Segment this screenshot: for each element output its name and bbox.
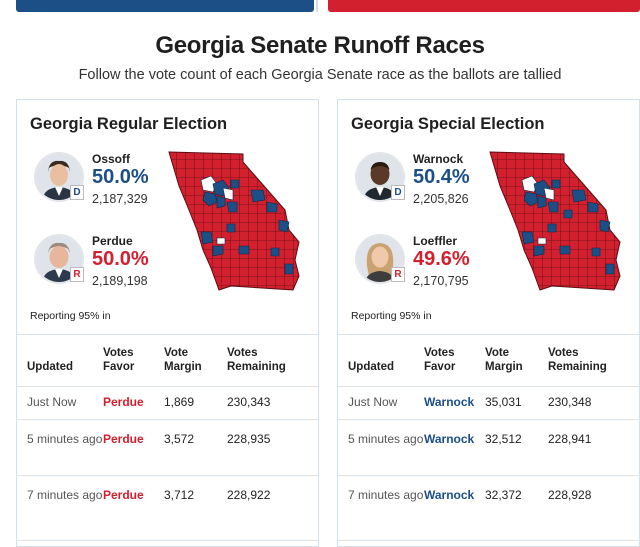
candidate-votes: 2,205,826 (413, 192, 469, 206)
candidate-name: Loeffler (413, 234, 458, 248)
share-divider (316, 0, 326, 12)
page-title: Georgia Senate Runoff Races (155, 32, 485, 59)
divider (17, 334, 318, 335)
reporting-status: Reporting 95% in (351, 310, 432, 322)
republican-share-bar (328, 0, 640, 12)
candidate-percent: 50.0% (92, 166, 149, 188)
cell-remaining: 228,922 (227, 488, 271, 502)
table-header: Updated Votes Favor Vote Margin Votes Re… (338, 346, 639, 382)
candidate-name: Perdue (92, 234, 133, 248)
candidate-warnock: D Warnock 50.4% 2,205,826 (355, 152, 505, 212)
divider (338, 334, 639, 335)
portrait-icon (34, 234, 84, 284)
cell-favor: Warnock (424, 432, 475, 446)
divider (338, 419, 639, 420)
candidate-name: Warnock (413, 152, 464, 166)
header-votes-remaining: Votes Remaining (548, 347, 607, 373)
cell-favor: Warnock (424, 488, 475, 502)
header-updated: Updated (27, 361, 73, 373)
portrait-icon (34, 152, 84, 202)
cell-updated: 5 minutes ago (348, 432, 424, 446)
cell-favor: Warnock (424, 395, 475, 409)
party-badge: D (391, 185, 405, 200)
candidate-loeffler: R Loeffler 49.6% 2,170,795 (355, 234, 505, 294)
race-title: Georgia Regular Election (30, 115, 228, 133)
candidate-percent: 49.6% (413, 248, 470, 270)
candidate-percent: 50.0% (92, 248, 149, 270)
cell-margin: 3,712 (164, 488, 195, 502)
cell-updated: 7 minutes ago (348, 488, 424, 502)
race-card-regular: Georgia Regular Election D Ossoff 50.0% … (16, 99, 319, 547)
cell-remaining: 228,928 (548, 488, 592, 502)
cell-remaining: 230,348 (548, 395, 592, 409)
divider (338, 386, 639, 387)
cell-margin: 35,031 (485, 395, 522, 409)
county-map (488, 150, 630, 292)
cell-margin: 3,572 (164, 432, 195, 446)
party-badge: R (391, 267, 405, 282)
header-votes-favor: Votes Favor (424, 347, 456, 373)
divider (17, 475, 318, 476)
county-map (167, 150, 309, 292)
candidate-votes: 2,187,329 (92, 192, 148, 206)
header-vote-margin: Vote Margin (164, 347, 202, 373)
cell-updated: 7 minutes ago (27, 488, 103, 502)
cell-margin: 1,869 (164, 395, 195, 409)
header-updated: Updated (348, 361, 394, 373)
cell-updated: 5 minutes ago (27, 432, 103, 446)
party-badge: D (70, 185, 84, 200)
cell-updated: Just Now (27, 395, 77, 409)
divider (338, 475, 639, 476)
divider (17, 540, 318, 541)
divider (338, 540, 639, 541)
table-header: Updated Votes Favor Vote Margin Votes Re… (17, 346, 318, 382)
cell-remaining: 230,343 (227, 395, 271, 409)
race-title: Georgia Special Election (351, 115, 545, 133)
democrat-share-bar (16, 0, 314, 12)
cell-margin: 32,512 (485, 432, 522, 446)
page-subtitle: Follow the vote count of each Georgia Se… (78, 67, 562, 83)
candidate-name: Ossoff (92, 152, 131, 166)
vote-share-bar (0, 0, 640, 14)
cell-margin: 32,372 (485, 488, 522, 502)
divider (17, 386, 318, 387)
candidate-ossoff: D Ossoff 50.0% 2,187,329 (34, 152, 184, 212)
candidate-perdue: R Perdue 50.0% 2,189,198 (34, 234, 184, 294)
race-card-special: Georgia Special Election D Warnock 50.4%… (337, 99, 640, 547)
cell-updated: Just Now (348, 395, 398, 409)
reporting-status: Reporting 95% in (30, 310, 111, 322)
cell-remaining: 228,941 (548, 432, 592, 446)
party-badge: R (70, 267, 84, 282)
candidate-votes: 2,170,795 (413, 274, 469, 288)
cell-favor: Perdue (103, 488, 144, 502)
header-votes-favor: Votes Favor (103, 347, 135, 373)
divider (17, 419, 318, 420)
candidate-percent: 50.4% (413, 166, 470, 188)
cell-remaining: 228,935 (227, 432, 271, 446)
header-votes-remaining: Votes Remaining (227, 347, 286, 373)
cell-favor: Perdue (103, 395, 144, 409)
cell-favor: Perdue (103, 432, 144, 446)
header-vote-margin: Vote Margin (485, 347, 523, 373)
candidate-votes: 2,189,198 (92, 274, 148, 288)
